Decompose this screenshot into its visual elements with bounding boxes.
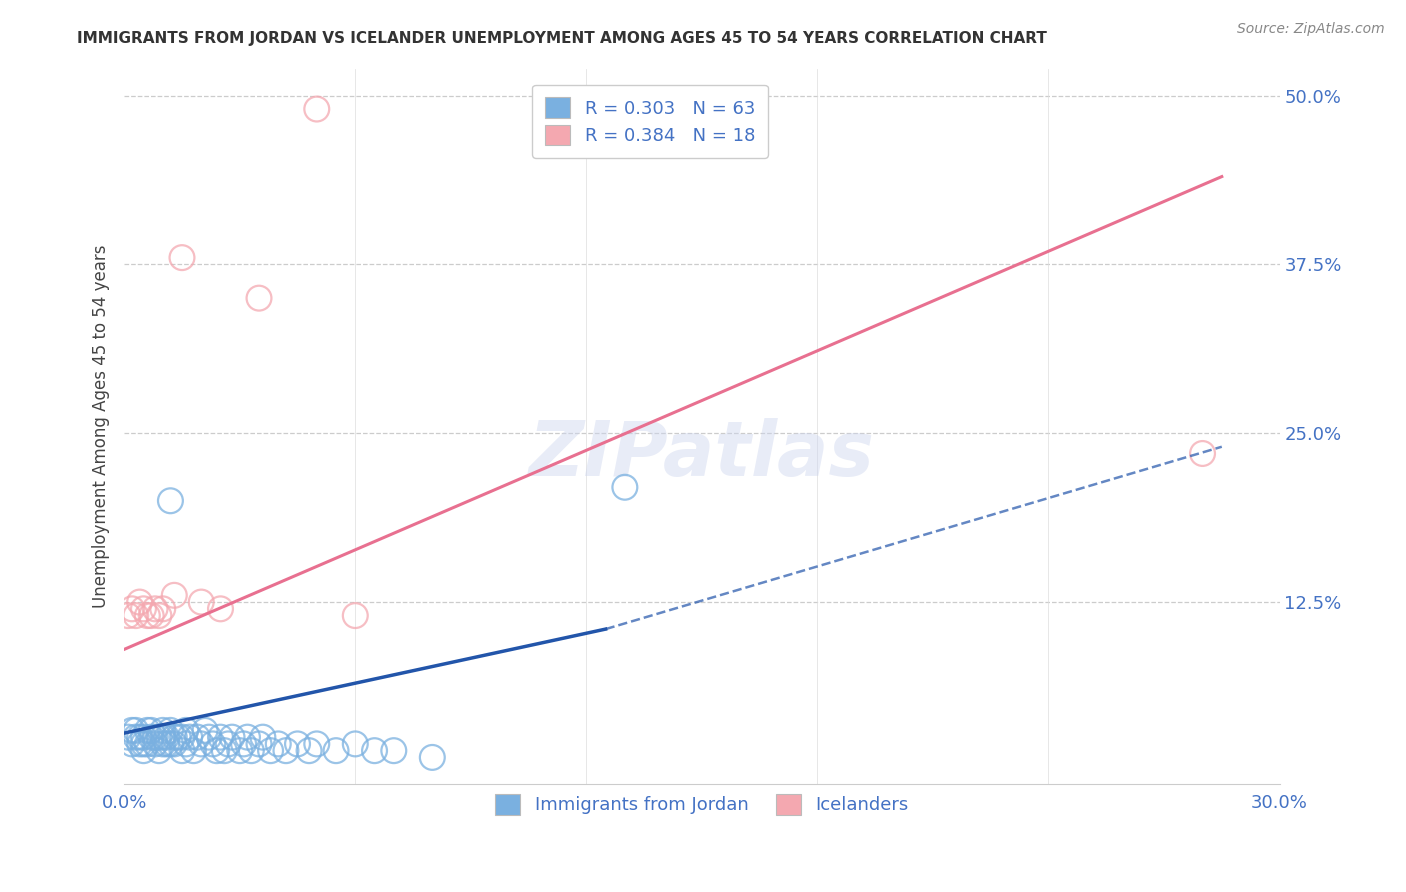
- Point: [344, 608, 367, 623]
- Point: [382, 744, 405, 758]
- Text: Source: ZipAtlas.com: Source: ZipAtlas.com: [1237, 22, 1385, 37]
- Point: [259, 744, 281, 758]
- Point: [132, 737, 155, 751]
- Point: [155, 730, 177, 744]
- Point: [128, 737, 150, 751]
- Point: [174, 737, 197, 751]
- Point: [141, 608, 163, 623]
- Point: [194, 723, 217, 738]
- Point: [152, 602, 174, 616]
- Point: [217, 737, 239, 751]
- Point: [186, 730, 208, 744]
- Point: [117, 730, 139, 744]
- Point: [252, 730, 274, 744]
- Point: [152, 723, 174, 738]
- Point: [148, 744, 170, 758]
- Point: [141, 723, 163, 738]
- Point: [125, 730, 148, 744]
- Point: [287, 737, 309, 751]
- Point: [236, 730, 259, 744]
- Text: ZIPatlas: ZIPatlas: [529, 418, 875, 492]
- Point: [190, 737, 212, 751]
- Point: [121, 737, 143, 751]
- Point: [136, 608, 159, 623]
- Point: [143, 730, 166, 744]
- Point: [247, 737, 270, 751]
- Point: [229, 744, 252, 758]
- Point: [198, 730, 221, 744]
- Point: [247, 291, 270, 305]
- Point: [363, 744, 385, 758]
- Point: [121, 602, 143, 616]
- Y-axis label: Unemployment Among Ages 45 to 54 years: Unemployment Among Ages 45 to 54 years: [93, 244, 110, 608]
- Legend: Immigrants from Jordan, Icelanders: Immigrants from Jordan, Icelanders: [484, 783, 920, 825]
- Point: [305, 102, 328, 116]
- Point: [128, 730, 150, 744]
- Point: [148, 730, 170, 744]
- Point: [163, 737, 186, 751]
- Point: [152, 737, 174, 751]
- Point: [201, 737, 224, 751]
- Point: [132, 602, 155, 616]
- Point: [121, 723, 143, 738]
- Point: [159, 737, 181, 751]
- Point: [163, 730, 186, 744]
- Point: [267, 737, 290, 751]
- Point: [152, 730, 174, 744]
- Point: [170, 744, 193, 758]
- Point: [183, 744, 205, 758]
- Point: [155, 737, 177, 751]
- Point: [221, 730, 243, 744]
- Point: [132, 730, 155, 744]
- Point: [274, 744, 297, 758]
- Point: [136, 723, 159, 738]
- Point: [163, 588, 186, 602]
- Point: [613, 480, 636, 494]
- Text: IMMIGRANTS FROM JORDAN VS ICELANDER UNEMPLOYMENT AMONG AGES 45 TO 54 YEARS CORRE: IMMIGRANTS FROM JORDAN VS ICELANDER UNEM…: [77, 31, 1047, 46]
- Point: [125, 723, 148, 738]
- Point: [167, 730, 190, 744]
- Point: [170, 251, 193, 265]
- Point: [344, 737, 367, 751]
- Point: [209, 730, 232, 744]
- Point: [298, 744, 321, 758]
- Point: [232, 737, 254, 751]
- Point: [125, 608, 148, 623]
- Point: [325, 744, 347, 758]
- Point: [128, 595, 150, 609]
- Point: [143, 737, 166, 751]
- Point: [179, 730, 201, 744]
- Point: [420, 750, 443, 764]
- Point: [148, 608, 170, 623]
- Point: [174, 723, 197, 738]
- Point: [132, 744, 155, 758]
- Point: [205, 744, 228, 758]
- Point: [190, 595, 212, 609]
- Point: [141, 730, 163, 744]
- Point: [159, 493, 181, 508]
- Point: [136, 737, 159, 751]
- Point: [117, 608, 139, 623]
- Point: [170, 730, 193, 744]
- Point: [214, 744, 236, 758]
- Point: [240, 744, 263, 758]
- Point: [159, 723, 181, 738]
- Point: [305, 737, 328, 751]
- Point: [209, 602, 232, 616]
- Point: [143, 602, 166, 616]
- Point: [1191, 446, 1213, 460]
